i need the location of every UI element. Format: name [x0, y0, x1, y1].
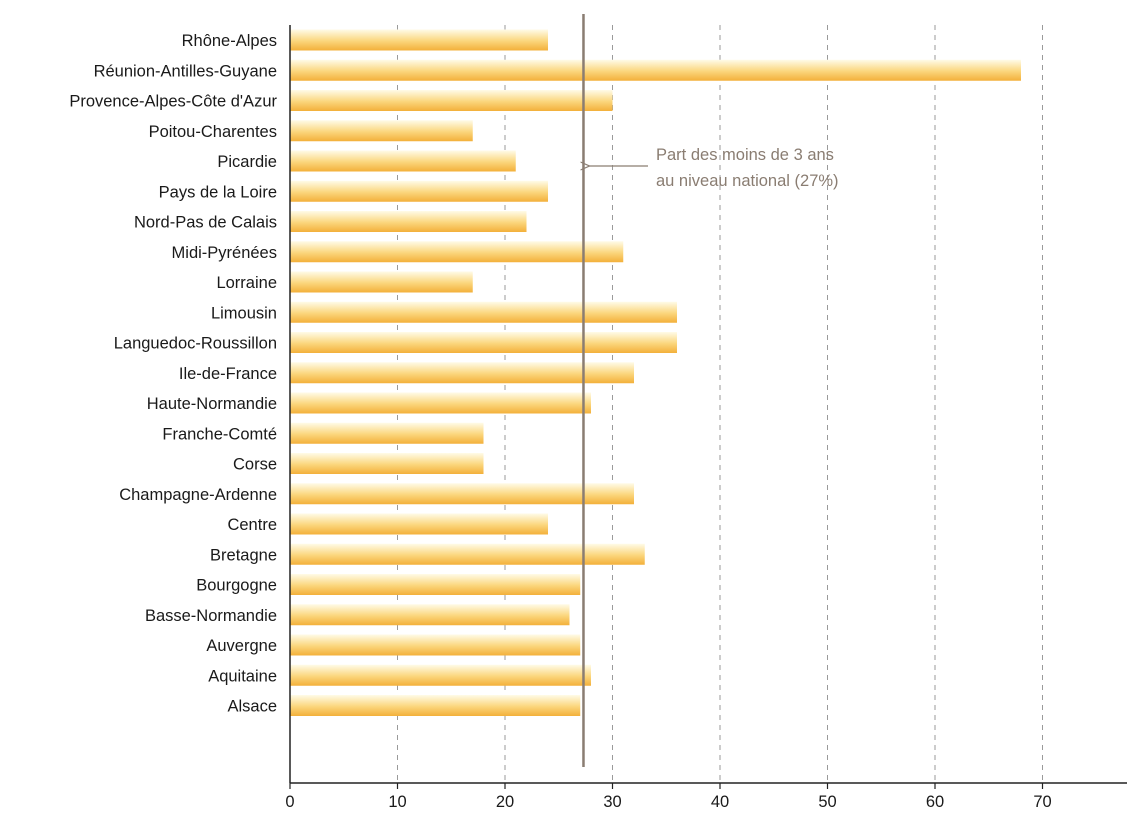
bar-7 [290, 211, 527, 232]
bar-2 [290, 59, 1021, 81]
x-tick-label: 60 [926, 793, 944, 811]
bar-11 [290, 332, 677, 353]
bar-8 [290, 241, 624, 263]
x-tick-label: 40 [711, 793, 729, 811]
category-label: Ile-de-France [179, 365, 277, 383]
category-label: Réunion-Antilles-Guyane [94, 62, 277, 80]
x-tick-label: 30 [603, 793, 621, 811]
bar-21 [290, 634, 581, 656]
bar-13 [290, 392, 591, 414]
category-label: Poitou-Charentes [149, 123, 277, 141]
bar-3 [290, 90, 613, 111]
category-label: Provence-Alpes-Côte d'Azur [69, 93, 277, 111]
category-label: Alsace [227, 698, 277, 716]
category-label: Picardie [217, 153, 277, 171]
x-tick-label: 70 [1033, 793, 1051, 811]
bar-17 [290, 513, 548, 535]
x-tick-label: 10 [388, 793, 406, 811]
x-tick-label: 0 [285, 793, 294, 811]
x-tick-label: 20 [496, 793, 514, 811]
category-label: Lorraine [216, 274, 277, 292]
bar-10 [290, 301, 677, 323]
category-label: Pays de la Loire [159, 183, 277, 201]
annotation-line-2: au niveau national (27%) [656, 172, 839, 190]
bar-9 [290, 271, 473, 293]
bar-18 [290, 543, 645, 565]
x-tick-labels: 0 10 20 30 40 50 60 70 [285, 793, 1051, 811]
category-label: Franche-Comté [162, 425, 277, 443]
x-tick-label: 50 [818, 793, 836, 811]
category-label: Champagne-Ardenne [119, 486, 277, 504]
bar-6 [290, 180, 548, 202]
category-label: Centre [227, 516, 277, 534]
bar-22 [290, 664, 591, 686]
bar-19 [290, 574, 581, 595]
reference-line-group: Part des moins de 3 ans au niveau nation… [583, 14, 839, 767]
category-label: Midi-Pyrénées [172, 244, 277, 262]
category-labels: Rhône-Alpes Réunion-Antilles-Guyane Proven… [69, 32, 277, 716]
category-label: Haute-Normandie [147, 395, 277, 413]
category-label: Basse-Normandie [145, 607, 277, 625]
grid-lines [397, 25, 1043, 783]
category-label: Bretagne [210, 546, 277, 564]
category-label: Nord-Pas de Calais [134, 214, 277, 232]
category-label: Bourgogne [196, 577, 277, 595]
category-label: Rhône-Alpes [182, 32, 277, 50]
bars [290, 29, 1021, 716]
bar-20 [290, 604, 570, 626]
category-label: Limousin [211, 304, 277, 322]
bar-23 [290, 695, 581, 716]
bar-4 [290, 120, 473, 142]
axes [289, 25, 1127, 789]
annotation-line-1: Part des moins de 3 ans [656, 146, 834, 164]
bar-14 [290, 422, 484, 444]
bar-16 [290, 483, 634, 505]
bar-12 [290, 362, 634, 384]
bar-15 [290, 453, 484, 474]
bar-1 [290, 29, 548, 51]
category-label: Auvergne [206, 637, 277, 655]
category-label: Languedoc-Roussillon [114, 335, 277, 353]
bar-5 [290, 150, 516, 172]
category-label: Corse [233, 456, 277, 474]
category-label: Aquitaine [208, 667, 277, 685]
